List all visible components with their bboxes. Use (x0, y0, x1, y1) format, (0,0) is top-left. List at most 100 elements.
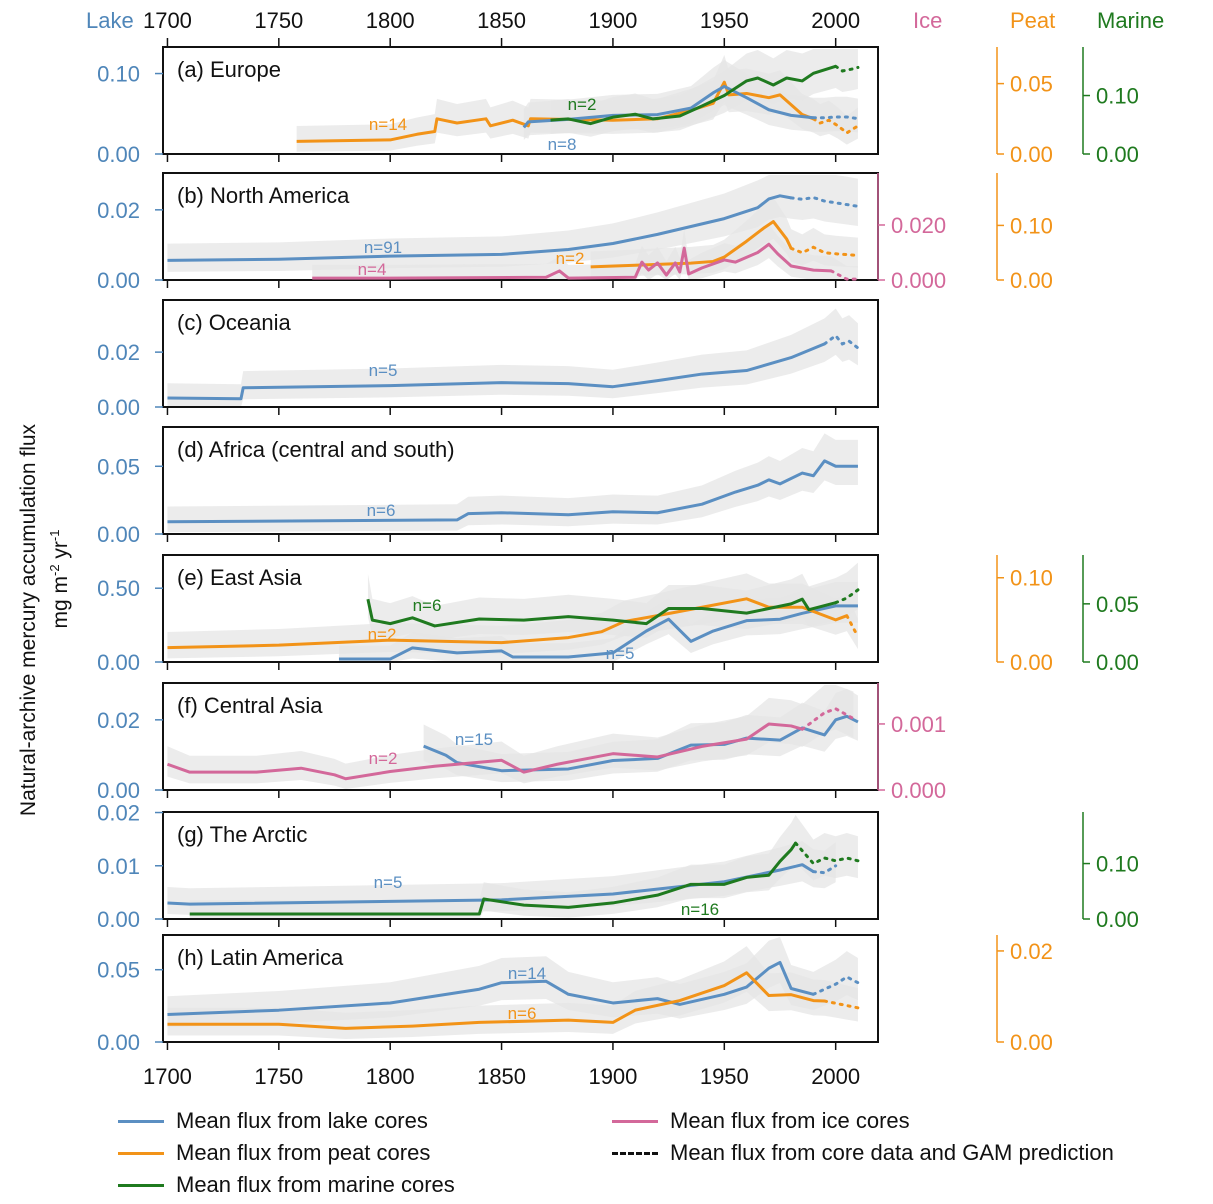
series-gam-peat (789, 245, 860, 257)
x-tick-label-bottom: 1900 (588, 1064, 637, 1089)
series-line-peat (590, 220, 793, 269)
n-label-marine: n=6 (413, 596, 442, 615)
y-tick-label-ice: 0.000 (891, 778, 946, 803)
n-label-peat: n=2 (368, 625, 397, 644)
y-tick-label-peat: 0.00 (1010, 268, 1053, 293)
series-gam-ice (829, 269, 860, 281)
y-tick-label-ice: 0.020 (891, 213, 946, 238)
y-tick-label-lake: 0.02 (97, 801, 140, 826)
y-tick-label-marine: 0.00 (1096, 142, 1139, 167)
y-tick-label-lake: 0.02 (97, 340, 140, 365)
axis-header-lake: Lake (86, 8, 134, 33)
y-tick-label-lake: 0.02 (97, 198, 140, 223)
panel-e: (e) East Asia 0.00 0.50 0.00 0.10 0.00 0.05 n=5… (97, 554, 1139, 675)
panel-frame (162, 554, 879, 663)
axis-header-peat: Peat (1010, 8, 1055, 33)
n-label-lake: n=14 (508, 964, 546, 983)
legend-swatch-lake (118, 1119, 164, 1123)
legend-item-peat: Mean flux from peat cores (118, 1138, 430, 1168)
y-tick-label-lake: 0.00 (97, 907, 140, 932)
series-gam-lake (823, 333, 860, 350)
series-line-marine (366, 597, 837, 628)
panel-g: (g) The Arctic 0.00 0.01 0.02 0.00 0.10 n=5 n=1… (97, 801, 1139, 932)
legend-label: Mean flux from marine cores (176, 1172, 455, 1197)
unit-exp2: -1 (47, 529, 62, 542)
y-tick-label-peat: 0.00 (1010, 142, 1053, 167)
series-line-ice (312, 242, 832, 280)
y-tick-label-marine: 0.05 (1096, 592, 1139, 617)
series-gam-ice (800, 707, 855, 731)
y-tick-label-marine: 0.10 (1096, 84, 1139, 109)
legend-label: Mean flux from lake cores (176, 1108, 428, 1133)
panel-frame (162, 426, 879, 535)
series-line-lake (167, 863, 815, 906)
x-tick-label-top: 1900 (588, 8, 637, 33)
series-line-lake (167, 960, 814, 1017)
panel-title: (b) North America (177, 183, 350, 208)
y-tick-label-lake: 0.00 (97, 1030, 140, 1055)
y-tick-label-lake: 0.10 (97, 62, 140, 87)
n-label-marine: n=2 (568, 95, 597, 114)
n-label-peat: n=14 (369, 115, 407, 134)
n-label-peat: n=2 (556, 249, 585, 268)
y-tick-label-marine: 0.00 (1096, 650, 1139, 675)
n-label-lake: n=15 (455, 730, 493, 749)
n-label-marine: n=16 (681, 900, 719, 919)
unit-base: mg m (49, 575, 72, 629)
y-tick-label-peat: 0.10 (1010, 566, 1053, 591)
y-tick-label-lake: 0.00 (97, 142, 140, 167)
panel-b: (b) North America 0.00 0.02 0.000 0.020 0.00 0… (97, 172, 1053, 293)
panel-h: (h) Latin America 0.00 0.05 0.00 0.02 n=14 n=6 (97, 934, 1053, 1055)
panel-frame (162, 299, 879, 408)
n-label-ice: n=4 (358, 260, 387, 279)
n-label-lake: n=6 (367, 501, 396, 520)
y-tick-label-marine: 0.10 (1096, 852, 1139, 877)
n-label-lake: n=5 (606, 644, 635, 663)
panel-title: (e) East Asia (177, 565, 302, 590)
panel-f: (f) Central Asia 0.00 0.02 0.000 0.001 n=15 n=… (97, 682, 946, 803)
y-axis-label: Natural-archive mercury accumulation flu… (17, 423, 40, 817)
x-tick-label-bottom: 1850 (477, 1064, 526, 1089)
n-label-lake: n=8 (548, 135, 577, 154)
x-tick-label-bottom: 1750 (254, 1064, 303, 1089)
legend-label: Mean flux from ice cores (670, 1108, 910, 1133)
legend-item-lake: Mean flux from lake cores (118, 1106, 428, 1136)
legend-item-ice: Mean flux from ice cores (612, 1106, 910, 1136)
panel-frame (162, 46, 879, 155)
panel-a: (a) Europe 0.00 0.10 0.00 0.05 0.00 0.10 n=14 n=… (97, 46, 1139, 167)
axis-header-marine: Marine (1097, 8, 1164, 33)
legend-label: Mean flux from peat cores (176, 1140, 431, 1165)
series-line-peat (167, 971, 825, 1030)
panel-title: (h) Latin America (177, 945, 344, 970)
series-line-ice (166, 722, 803, 781)
series-line-lake (338, 604, 858, 661)
y-tick-label-lake: 0.00 (97, 522, 140, 547)
n-label-peat: n=6 (508, 1004, 537, 1023)
legend-item-marine: Mean flux from marine cores (118, 1170, 455, 1200)
series-gam-peat (811, 117, 860, 135)
legend-swatch-peat (118, 1151, 164, 1155)
x-tick-label-bottom: 1800 (366, 1064, 415, 1089)
x-tick-label-top: 2000 (811, 8, 860, 33)
n-label-lake: n=91 (364, 238, 402, 257)
x-tick-label-top: 1800 (366, 8, 415, 33)
y-tick-label-lake: 0.02 (97, 708, 140, 733)
y-tick-label-lake: 0.01 (97, 854, 140, 879)
panel-frame (162, 934, 879, 1043)
y-tick-label-marine: 0.00 (1096, 907, 1139, 932)
uncertainty-band-ice (312, 224, 858, 280)
series-line-marine (550, 64, 837, 126)
y-tick-label-lake: 0.00 (97, 395, 140, 420)
panel-title: (c) Oceania (177, 310, 291, 335)
panel-d: (d) Africa (central and south) 0.00 0.05 n=… (97, 426, 879, 547)
uncertainty-band-lake (167, 175, 858, 272)
x-tick-label-bottom: 2000 (811, 1064, 860, 1089)
y-tick-label-lake: 0.00 (97, 778, 140, 803)
n-label-lake: n=5 (369, 361, 398, 380)
legend-label: Mean flux from core data and GAM predict… (670, 1140, 1114, 1165)
n-label-ice: n=2 (369, 749, 398, 768)
y-tick-label-lake: 0.00 (97, 650, 140, 675)
y-tick-label-peat: 0.05 (1010, 72, 1053, 97)
unit-mid: yr (49, 541, 72, 565)
